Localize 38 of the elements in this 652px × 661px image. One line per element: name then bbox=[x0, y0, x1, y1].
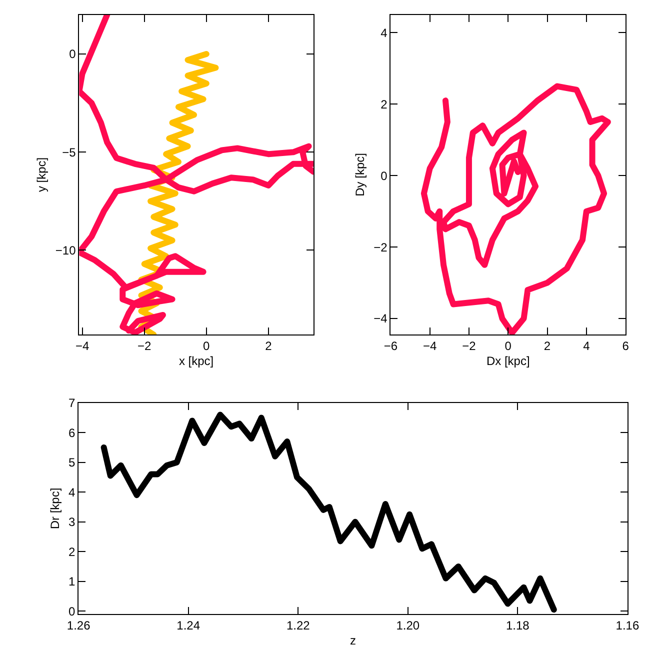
x-tick-label: 2 bbox=[544, 339, 551, 353]
x-tick-label: 1.24 bbox=[176, 618, 200, 632]
y-tick-label: 7 bbox=[68, 396, 76, 410]
x-tick-label: −4 bbox=[422, 339, 437, 353]
y-tick-label: 1 bbox=[68, 574, 76, 589]
y-tick-label: −2 bbox=[374, 240, 388, 254]
y-axis-title: y [kpc] bbox=[34, 157, 49, 192]
y-tick-label: 4 bbox=[380, 26, 388, 40]
y-tick-label: 3 bbox=[68, 515, 76, 530]
x-tick-label: 1.18 bbox=[506, 618, 530, 632]
x-tick-label: −6 bbox=[384, 339, 398, 353]
y-tick-label: 0 bbox=[69, 47, 76, 62]
x-tick-label: 2 bbox=[265, 339, 272, 353]
x-axis-title: z bbox=[350, 633, 356, 648]
x-tick-label: 4 bbox=[583, 339, 590, 353]
x-tick-label: 0 bbox=[203, 339, 210, 353]
x-tick-label: 1.22 bbox=[286, 618, 310, 632]
x-tick-label: −2 bbox=[138, 339, 152, 353]
y-tick-label: 2 bbox=[68, 544, 76, 559]
x-tick-label: 1.16 bbox=[616, 618, 640, 632]
y-axis-title: Dr [kpc] bbox=[48, 488, 62, 530]
x-tick-label: −2 bbox=[462, 339, 476, 353]
y-tick-label: 0 bbox=[380, 168, 388, 183]
x-axis-title: Dx [kpc] bbox=[486, 354, 530, 368]
x-tick-label: 1.20 bbox=[396, 618, 420, 632]
x-tick-label: 1.26 bbox=[66, 618, 91, 632]
y-tick-label: 4 bbox=[68, 485, 76, 500]
x-tick-label: 0 bbox=[504, 339, 512, 353]
y-tick-label: 6 bbox=[68, 426, 76, 440]
y-tick-label: 2 bbox=[380, 97, 388, 112]
x-tick-label: 6 bbox=[622, 339, 630, 353]
y-tick-label: −10 bbox=[55, 243, 76, 258]
y-tick-label: 0 bbox=[68, 604, 76, 618]
y-tick-label: −5 bbox=[62, 145, 76, 160]
y-tick-label: −4 bbox=[374, 312, 388, 326]
x-axis-title: x [kpc] bbox=[178, 354, 214, 368]
y-tick-label: 5 bbox=[68, 456, 76, 470]
y-axis-title: Dy [kpc] bbox=[352, 153, 367, 196]
